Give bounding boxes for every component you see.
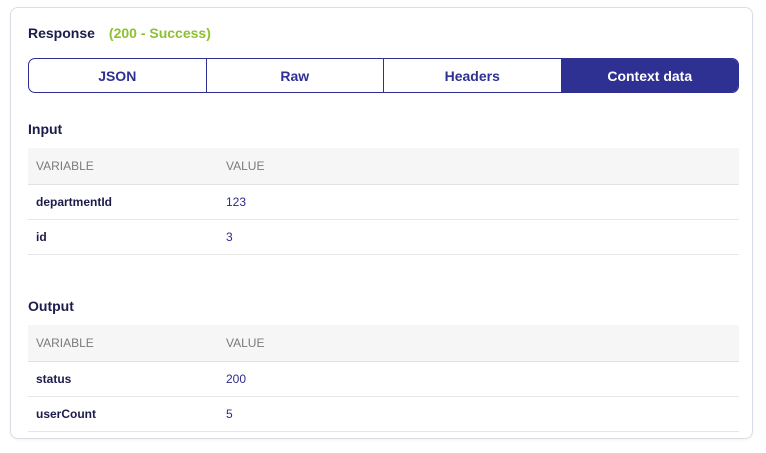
response-title: Response (28, 25, 95, 41)
tab-json[interactable]: JSON (29, 59, 207, 92)
variable-name: userCount (28, 396, 218, 432)
response-tabs: JSON Raw Headers Context data (28, 58, 739, 93)
variable-value: 123 (218, 184, 739, 220)
column-header-variable: VARIABLE (28, 325, 218, 362)
output-heading: Output (28, 298, 74, 314)
tab-context-data[interactable]: Context data (561, 59, 738, 92)
column-header-variable: VARIABLE (28, 148, 218, 185)
tab-headers[interactable]: Headers (384, 59, 562, 92)
table-header: VARIABLE VALUE (28, 148, 739, 185)
column-header-value: VALUE (218, 148, 739, 185)
variable-name: departmentId (28, 184, 218, 220)
column-header-value: VALUE (218, 325, 739, 362)
response-panel: Response (200 - Success) JSON Raw Headers… (10, 7, 753, 439)
input-table: VARIABLE VALUE departmentId 123 id 3 (28, 148, 739, 255)
variable-name: status (28, 361, 218, 397)
table-row: departmentId 123 (28, 184, 739, 220)
output-table: VARIABLE VALUE status 200 userCount 5 (28, 325, 739, 432)
variable-value: 5 (218, 396, 739, 432)
table-row: id 3 (28, 219, 739, 255)
table-row: status 200 (28, 361, 739, 397)
variable-value: 200 (218, 361, 739, 397)
tab-raw[interactable]: Raw (207, 59, 384, 92)
input-heading: Input (28, 121, 63, 137)
table-header: VARIABLE VALUE (28, 325, 739, 362)
table-row: userCount 5 (28, 396, 739, 432)
response-header: Response (200 - Success) (28, 25, 211, 41)
variable-value: 3 (218, 219, 739, 255)
status-badge: (200 - Success) (108, 25, 211, 41)
variable-name: id (28, 219, 218, 255)
